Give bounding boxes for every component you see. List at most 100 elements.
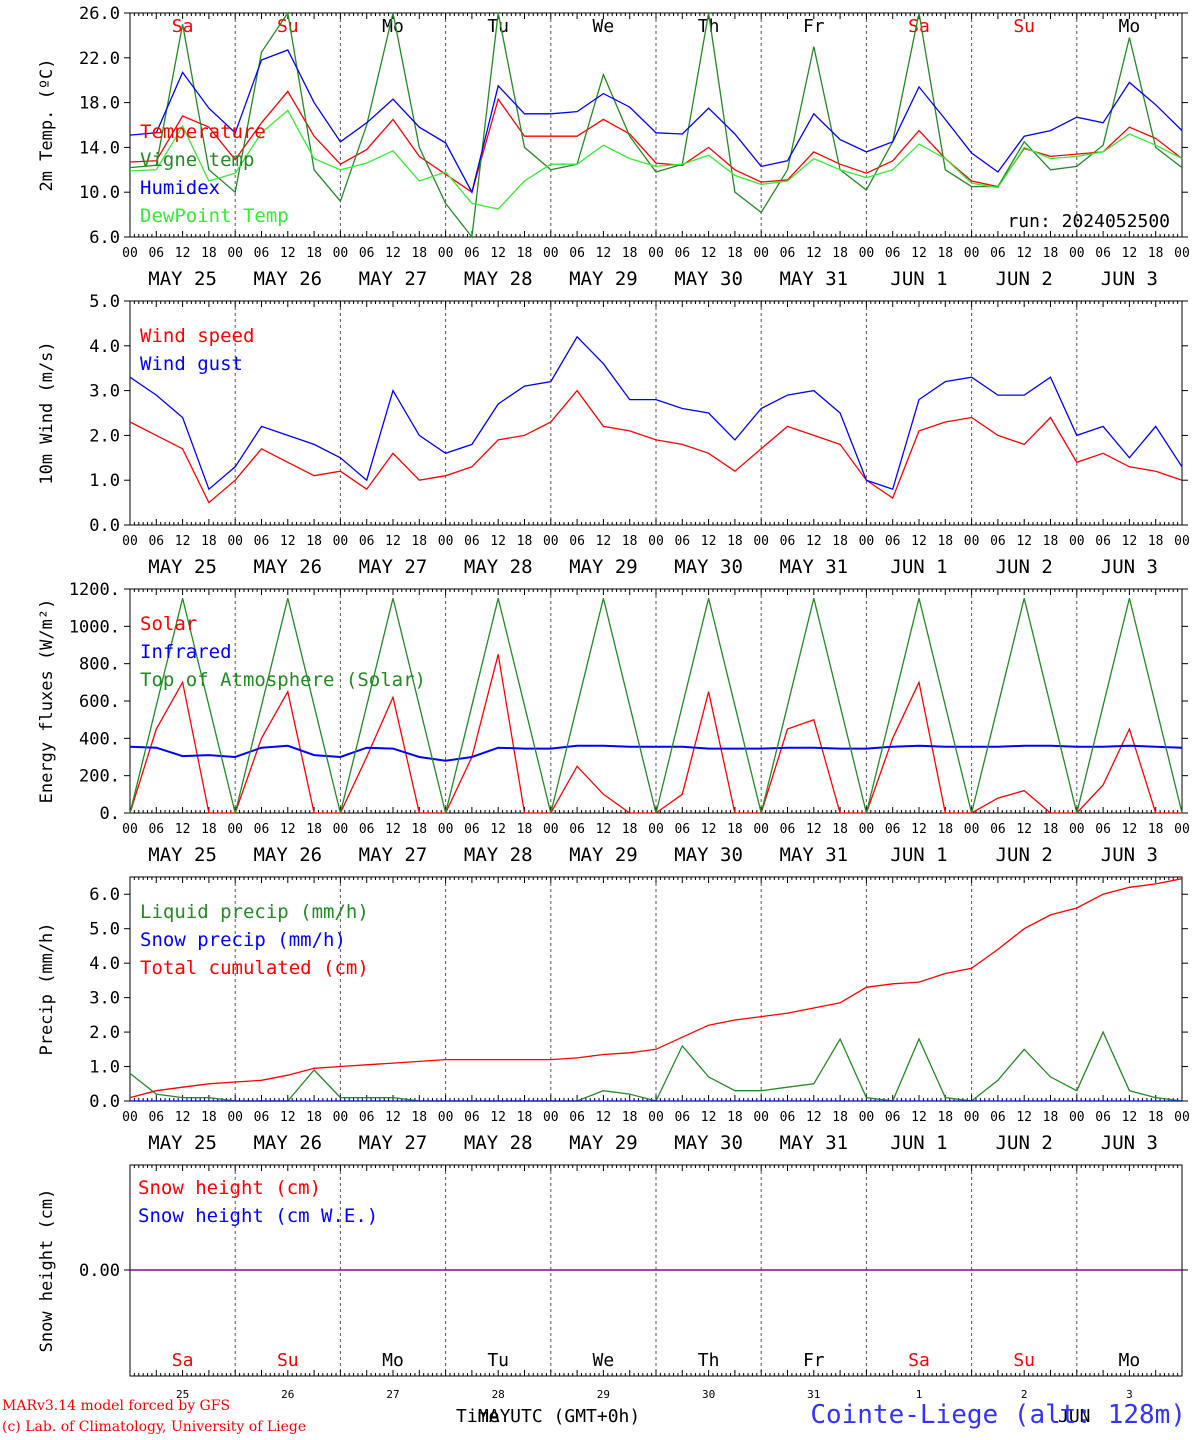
x-hour-label: 00 [1174, 822, 1190, 837]
x-hour-label: 12 [385, 534, 401, 549]
weekday-label: Sa [908, 16, 930, 37]
y-tick-label: 200. [79, 767, 120, 787]
station-title: Cointe-Liege (alt: 128m) [810, 1400, 1186, 1430]
x-hour-label: 06 [148, 534, 164, 549]
x-hour-label: 18 [832, 1110, 848, 1125]
x-hour-label: 12 [1016, 1110, 1032, 1125]
x-date-label: MAY 28 [464, 268, 533, 290]
x-hour-label: 06 [780, 1110, 796, 1125]
day-number-label: 1 [916, 1388, 923, 1401]
y-tick-label: 600. [79, 692, 120, 712]
x-hour-label: 06 [780, 822, 796, 837]
x-hour-label: 00 [122, 246, 138, 261]
legend-entry: Total cumulated (cm) [140, 957, 369, 979]
x-date-label: MAY 30 [674, 844, 743, 866]
x-hour-label: 06 [990, 534, 1006, 549]
x-hour-label: 18 [201, 534, 217, 549]
series-line-dewpoint-temp [129, 109, 1183, 210]
x-hour-label: 00 [122, 534, 138, 549]
x-hour-label: 18 [306, 1110, 322, 1125]
weekday-label: Su [277, 16, 299, 37]
x-hour-label: 00 [964, 534, 980, 549]
weekday-label: Sa [908, 1350, 930, 1371]
y-tick-label: 3.0 [89, 989, 120, 1009]
x-date-label: MAY 26 [253, 844, 322, 866]
weekday-label: Mo [382, 16, 404, 37]
x-hour-label: 06 [780, 246, 796, 261]
x-hour-label: 12 [175, 1110, 191, 1125]
x-hour-label: 12 [280, 246, 296, 261]
day-number-label: 30 [702, 1388, 715, 1401]
x-hour-label: 12 [280, 534, 296, 549]
x-hour-label: 12 [806, 822, 822, 837]
x-hour-label: 12 [280, 1110, 296, 1125]
x-hour-label: 06 [254, 822, 270, 837]
x-hour-label: 12 [806, 534, 822, 549]
x-hour-label: 12 [1122, 534, 1138, 549]
x-hour-label: 00 [859, 246, 875, 261]
x-hour-label: 00 [1069, 534, 1085, 549]
x-hour-label: 12 [596, 822, 612, 837]
x-hour-label: 12 [596, 534, 612, 549]
x-hour-label: 06 [569, 822, 585, 837]
panel-1-frame [129, 12, 1183, 238]
x-date-label: JUN 3 [1101, 268, 1158, 290]
y-tick-label: 5.0 [89, 920, 120, 940]
x-hour-label: 00 [227, 534, 243, 549]
legend-entry: Wind gust [140, 353, 243, 375]
x-hour-label: 00 [648, 246, 664, 261]
x-hour-label: 18 [517, 534, 533, 549]
x-date-label: JUN 2 [996, 556, 1053, 578]
x-hour-label: 18 [1043, 534, 1059, 549]
x-hour-label: 00 [438, 822, 454, 837]
x-hour-label: 18 [201, 246, 217, 261]
y-axis-label: 2m Temp. (ºC) [37, 58, 57, 191]
x-hour-label: 12 [385, 1110, 401, 1125]
x-date-label: JUN 2 [996, 844, 1053, 866]
weekday-label: We [593, 1350, 615, 1371]
x-hour-label: 18 [1148, 1110, 1164, 1125]
x-hour-label: 06 [148, 822, 164, 837]
series-line-total-cumulated-cm [129, 878, 1183, 1099]
x-hour-label: 00 [648, 1110, 664, 1125]
x-hour-label: 12 [701, 1110, 717, 1125]
x-hour-label: 18 [1148, 822, 1164, 837]
legend-entry: Wind speed [140, 325, 254, 347]
x-date-label: JUN 1 [890, 1132, 947, 1154]
x-date-label: MAY 27 [359, 844, 428, 866]
x-date-label: MAY 26 [253, 1132, 322, 1154]
x-hour-label: 00 [333, 534, 349, 549]
x-hour-label: 06 [1095, 1110, 1111, 1125]
x-date-label: MAY 31 [779, 844, 848, 866]
x-hour-label: 18 [937, 822, 953, 837]
x-date-label: MAY 28 [464, 556, 533, 578]
x-hour-label: 06 [569, 1110, 585, 1125]
x-hour-label: 00 [859, 822, 875, 837]
series-line-liquid-precip-mm-h [129, 1030, 1183, 1102]
series-line-infrared [129, 744, 1183, 762]
x-hour-label: 18 [832, 534, 848, 549]
day-number-label: 29 [597, 1388, 610, 1401]
x-hour-label: 00 [859, 1110, 875, 1125]
x-hour-label: 18 [201, 1110, 217, 1125]
x-hour-label: 18 [622, 822, 638, 837]
x-hour-label: 12 [280, 822, 296, 837]
x-hour-label: 00 [227, 246, 243, 261]
x-date-label: MAY 25 [148, 844, 217, 866]
x-hour-label: 18 [937, 246, 953, 261]
legend-entry: Liquid precip (mm/h) [140, 901, 369, 923]
weekday-label: Th [698, 1350, 720, 1371]
x-hour-label: 12 [911, 822, 927, 837]
x-hour-label: 00 [543, 1110, 559, 1125]
x-hour-label: 12 [1016, 534, 1032, 549]
x-hour-label: 06 [674, 1110, 690, 1125]
x-date-label: MAY 29 [569, 844, 638, 866]
x-hour-label: 06 [359, 246, 375, 261]
weekday-label: Mo [1119, 16, 1141, 37]
x-hour-label: 12 [701, 822, 717, 837]
legend-entry: DewPoint Temp [140, 205, 289, 227]
x-hour-label: 06 [990, 246, 1006, 261]
x-hour-label: 12 [806, 246, 822, 261]
x-hour-label: 00 [1174, 246, 1190, 261]
x-hour-label: 06 [359, 1110, 375, 1125]
